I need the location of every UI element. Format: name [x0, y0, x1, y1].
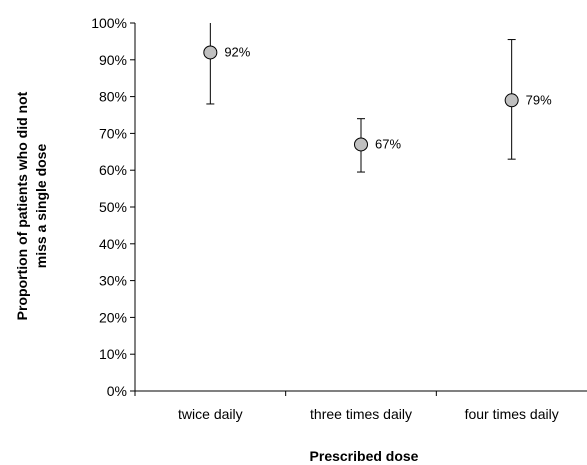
y-tick-label: 10%	[99, 346, 127, 362]
x-tick-label: twice daily	[178, 406, 243, 422]
y-tick-label: 20%	[99, 309, 127, 325]
data-point	[354, 137, 368, 152]
y-tick-label: 100%	[91, 15, 127, 31]
x-tick-label: four times daily	[465, 406, 559, 422]
y-tick-label: 90%	[99, 52, 127, 68]
data-label: 67%	[375, 136, 401, 151]
y-axis-title-line-2: miss a single dose	[33, 144, 49, 269]
y-axis-title: Proportion of patients who did not miss …	[14, 91, 49, 320]
data-point	[504, 93, 519, 108]
y-tick-label: 50%	[99, 199, 127, 215]
x-tick-label: three times daily	[310, 406, 412, 422]
y-tick-label: 0%	[107, 383, 127, 399]
data-point	[203, 45, 218, 60]
y-tick-label: 60%	[99, 162, 127, 178]
y-tick-label: 80%	[99, 89, 127, 105]
y-axis-title-line-1: Proportion of patients who did not	[14, 91, 30, 320]
y-tick-label: 70%	[99, 125, 127, 141]
y-tick-label: 30%	[99, 273, 127, 289]
data-label: 92%	[224, 44, 250, 59]
plot-area: 0% 10% 20% 30% 40% 50% 60% 70% 80% 90% 100% twice d…	[91, 15, 587, 422]
data-label: 79%	[526, 92, 552, 107]
y-tick-label: 40%	[99, 236, 127, 252]
x-axis-title: Prescribed dose	[310, 448, 419, 464]
